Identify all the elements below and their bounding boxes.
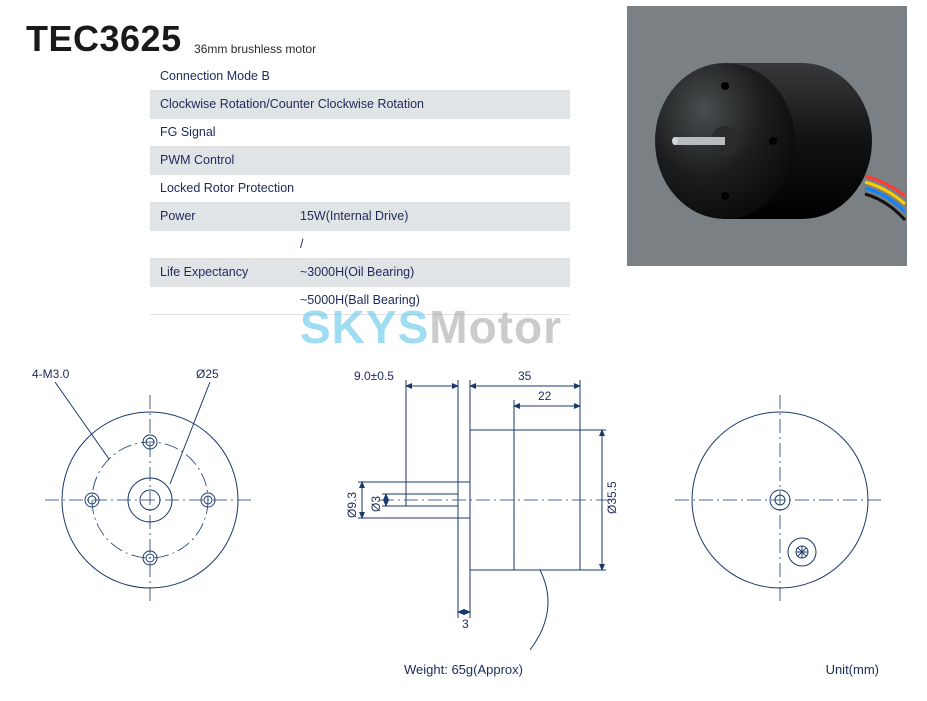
- technical-drawing: 4-M3.0 Ø25 35 22: [0, 340, 927, 660]
- product-photo: [627, 6, 907, 266]
- front-view: 4-M3.0 Ø25: [32, 367, 255, 605]
- model-number: TEC3625: [26, 18, 182, 60]
- spec-row: Power15W(Internal Drive): [150, 202, 570, 230]
- spec-row: Locked Rotor Protection: [150, 174, 570, 202]
- spec-row: Connection Mode B: [150, 62, 570, 90]
- spec-value: ~3000H(Oil Bearing): [290, 258, 570, 286]
- side-view: 35 22 9.0±0.5 3: [345, 369, 619, 650]
- spec-cell: FG Signal: [150, 118, 570, 146]
- svg-text:Ø3: Ø3: [369, 496, 383, 512]
- svg-text:Ø9.3: Ø9.3: [345, 492, 359, 518]
- holes-label: 4-M3.0: [32, 367, 70, 381]
- spec-row: FG Signal: [150, 118, 570, 146]
- svg-text:9.0±0.5: 9.0±0.5: [354, 369, 394, 383]
- spec-value: 15W(Internal Drive): [290, 202, 570, 230]
- spec-label: [150, 286, 290, 314]
- header: TEC3625 36mm brushless motor: [26, 18, 316, 60]
- svg-text:35: 35: [518, 369, 532, 383]
- spec-label: Power: [150, 202, 290, 230]
- svg-text:Ø35.5: Ø35.5: [605, 481, 619, 514]
- unit-label: Unit(mm): [826, 662, 879, 677]
- rear-view: [675, 395, 885, 605]
- motor-photo-svg: [627, 6, 907, 266]
- spec-row: Clockwise Rotation/Counter Clockwise Rot…: [150, 90, 570, 118]
- spec-cell: Connection Mode B: [150, 62, 570, 90]
- spec-table: Connection Mode BClockwise Rotation/Coun…: [150, 62, 570, 315]
- svg-text:22: 22: [538, 389, 552, 403]
- spec-value: /: [290, 230, 570, 258]
- spec-label: [150, 230, 290, 258]
- bolt-dia-label: Ø25: [196, 367, 219, 381]
- svg-text:3: 3: [462, 617, 469, 631]
- spec-row: ~5000H(Ball Bearing): [150, 286, 570, 314]
- spec-row: Life Expectancy~3000H(Oil Bearing): [150, 258, 570, 286]
- spec-value: ~5000H(Ball Bearing): [290, 286, 570, 314]
- spec-cell: PWM Control: [150, 146, 570, 174]
- spec-cell: Clockwise Rotation/Counter Clockwise Rot…: [150, 90, 570, 118]
- spec-row: PWM Control: [150, 146, 570, 174]
- weight-label: Weight: 65g(Approx): [0, 662, 927, 677]
- spec-label: Life Expectancy: [150, 258, 290, 286]
- spec-cell: Locked Rotor Protection: [150, 174, 570, 202]
- model-subtitle: 36mm brushless motor: [194, 42, 316, 56]
- spec-row: /: [150, 230, 570, 258]
